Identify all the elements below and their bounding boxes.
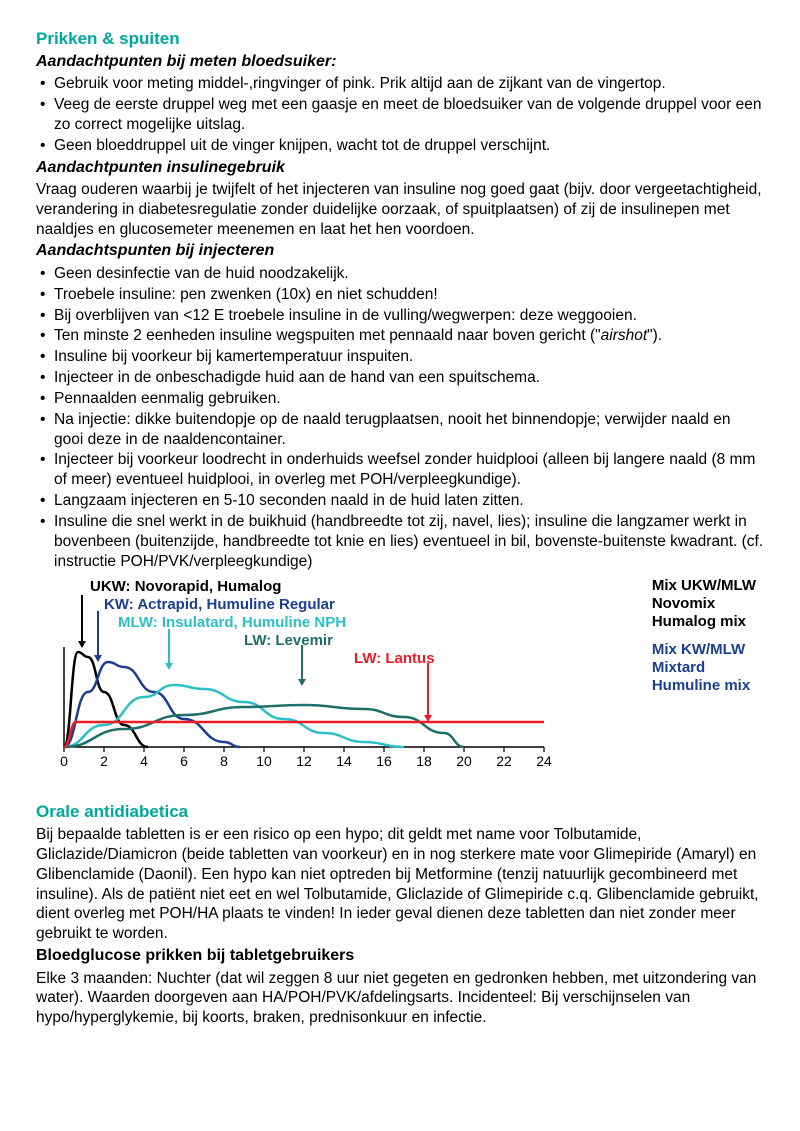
x-tick-label: 24 bbox=[536, 753, 552, 771]
arrow-head-icon bbox=[78, 641, 86, 648]
sub2: Aandachtpunten insulinegebruik bbox=[36, 158, 764, 178]
arrow-stem bbox=[427, 663, 429, 715]
section2-title: Orale antidiabetica bbox=[36, 801, 764, 823]
legend-block: Mix UKW/MLWNovomixHumalog mix bbox=[652, 577, 756, 631]
arrow-head-icon bbox=[94, 655, 102, 662]
bullets1: Gebruik voor meting middel-,ringvinger o… bbox=[36, 74, 764, 155]
arrow-stem bbox=[81, 595, 83, 641]
x-tick-label: 6 bbox=[180, 753, 188, 771]
arrow-stem bbox=[97, 611, 99, 655]
legend-line: Novomix bbox=[652, 595, 756, 613]
section2-para1: Bij bepaalde tabletten is er een risico … bbox=[36, 825, 764, 944]
sub1: Aandachtpunten bij meten bloedsuiker: bbox=[36, 52, 764, 72]
list-item: Bij overblijven van <12 E troebele insul… bbox=[36, 306, 764, 326]
legend-block: Mix KW/MLWMixtardHumuline mix bbox=[652, 641, 756, 695]
chart-series-label: LW: Levemir bbox=[244, 631, 333, 650]
x-tick-label: 22 bbox=[496, 753, 512, 771]
list-item: Injecteer bij voorkeur loodrecht in onde… bbox=[36, 450, 764, 490]
list-item: Ten minste 2 eenheden insuline wegspuite… bbox=[36, 326, 764, 346]
x-tick-label: 4 bbox=[140, 753, 148, 771]
x-tick-label: 12 bbox=[296, 753, 312, 771]
list-item: Pennaalden eenmalig gebruiken. bbox=[36, 389, 764, 409]
list-item: Troebele insuline: pen zwenken (10x) en … bbox=[36, 285, 764, 305]
list-item: Insuline bij voorkeur bij kamertemperatu… bbox=[36, 347, 764, 367]
bullets3: Geen desinfectie van de huid noodzakelij… bbox=[36, 264, 764, 571]
para2: Vraag ouderen waarbij je twijfelt of het… bbox=[36, 180, 764, 239]
list-item: Geen bloeddruppel uit de vinger knijpen,… bbox=[36, 136, 764, 156]
list-item: Gebruik voor meting middel-,ringvinger o… bbox=[36, 74, 764, 94]
legend-line: Humuline mix bbox=[652, 677, 756, 695]
x-tick-label: 20 bbox=[456, 753, 472, 771]
x-tick-label: 8 bbox=[220, 753, 228, 771]
list-item: Injecteer in de onbeschadigde huid aan d… bbox=[36, 368, 764, 388]
chart-series-label: KW: Actrapid, Humuline Regular bbox=[104, 595, 335, 614]
sub3: Aandachtspunten bij injecteren bbox=[36, 241, 764, 261]
legend-line: Mix UKW/MLW bbox=[652, 577, 756, 595]
legend-line: Mix KW/MLW bbox=[652, 641, 756, 659]
legend-line: Humalog mix bbox=[652, 613, 756, 631]
section2-sub1: Bloedglucose prikken bij tabletgebruiker… bbox=[36, 946, 764, 966]
x-tick-label: 18 bbox=[416, 753, 432, 771]
arrow-head-icon bbox=[298, 679, 306, 686]
list-item: Na injectie: dikke buitendopje op de naa… bbox=[36, 410, 764, 450]
chart-series-label: UKW: Novorapid, Humalog bbox=[90, 577, 281, 596]
arrow-head-icon bbox=[165, 663, 173, 670]
list-item: Geen desinfectie van de huid noodzakelij… bbox=[36, 264, 764, 284]
x-tick-label: 14 bbox=[336, 753, 352, 771]
arrow-stem bbox=[168, 629, 170, 663]
insulin-chart: UKW: Novorapid, HumalogKW: Actrapid, Hum… bbox=[54, 577, 774, 797]
section2-para2: Elke 3 maanden: Nuchter (dat wil zeggen … bbox=[36, 969, 764, 1028]
arrow-stem bbox=[301, 645, 303, 679]
chart-series-label: LW: Lantus bbox=[354, 649, 435, 668]
legend-line: Mixtard bbox=[652, 659, 756, 677]
x-tick-label: 16 bbox=[376, 753, 392, 771]
list-item: Langzaam injecteren en 5-10 seconden naa… bbox=[36, 491, 764, 511]
list-item: Insuline die snel werkt in de buikhuid (… bbox=[36, 512, 764, 571]
x-tick-label: 0 bbox=[60, 753, 68, 771]
x-tick-label: 10 bbox=[256, 753, 272, 771]
chart-series-label: MLW: Insulatard, Humuline NPH bbox=[118, 613, 346, 632]
chart-legend: Mix UKW/MLWNovomixHumalog mixMix KW/MLWM… bbox=[652, 577, 756, 705]
x-tick-label: 2 bbox=[100, 753, 108, 771]
section1-title: Prikken & spuiten bbox=[36, 28, 764, 50]
list-item: Veeg de eerste druppel weg met een gaasj… bbox=[36, 95, 764, 135]
arrow-head-icon bbox=[424, 715, 432, 722]
